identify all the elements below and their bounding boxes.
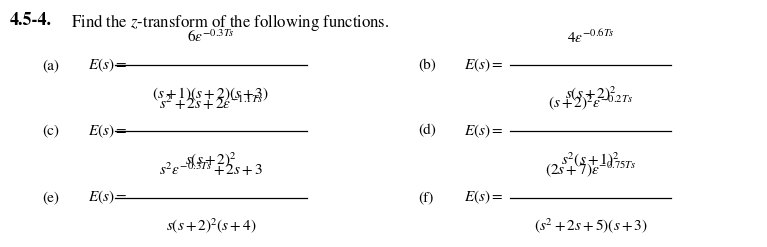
Text: (b): (b) xyxy=(418,59,436,72)
Text: $E(s) =$: $E(s) =$ xyxy=(464,57,503,74)
Text: (d): (d) xyxy=(418,124,436,138)
Text: $s^2(s + 1)^2$: $s^2(s + 1)^2$ xyxy=(561,150,620,169)
Text: Find the $z$-transform of the following functions.: Find the $z$-transform of the following … xyxy=(63,12,390,33)
Text: $4\varepsilon^{-0.6Ts}$: $4\varepsilon^{-0.6Ts}$ xyxy=(567,28,614,46)
Text: $s(s + 2)^2$: $s(s + 2)^2$ xyxy=(565,84,617,103)
Text: $E(s) =$: $E(s) =$ xyxy=(88,57,127,74)
Text: $6\varepsilon^{-0.3Ts}$: $6\varepsilon^{-0.3Ts}$ xyxy=(187,29,235,45)
Text: (f): (f) xyxy=(418,191,433,204)
Text: $s(s + 2)^2(s + 4)$: $s(s + 2)^2(s + 4)$ xyxy=(166,217,256,235)
Text: (c): (c) xyxy=(42,124,59,138)
Text: (e): (e) xyxy=(42,191,59,204)
Text: $s^2 + 2s + 2\varepsilon^{-1.1Ts}$: $s^2 + 2s + 2\varepsilon^{-1.1Ts}$ xyxy=(159,93,263,112)
Text: $(s + 1)(s + 2)(s + 3)$: $(s + 1)(s + 2)(s + 3)$ xyxy=(153,85,269,103)
Text: $(2s + 7)\varepsilon^{-0.75Ts}$: $(2s + 7)\varepsilon^{-0.75Ts}$ xyxy=(545,159,637,179)
Text: $E(s) =$: $E(s) =$ xyxy=(464,189,503,206)
Text: 4.5-4.: 4.5-4. xyxy=(9,12,51,29)
Text: $s^2\varepsilon^{-0.3Ts} + 2s + 3$: $s^2\varepsilon^{-0.3Ts} + 2s + 3$ xyxy=(159,160,263,178)
Text: $(s + 2)^2\varepsilon^{-0.2Ts}$: $(s + 2)^2\varepsilon^{-0.2Ts}$ xyxy=(548,93,633,112)
Text: $E(s) =$: $E(s) =$ xyxy=(88,189,127,206)
Text: $E(s) =$: $E(s) =$ xyxy=(88,122,127,140)
Text: $(s^2 + 2s + 5)(s + 3)$: $(s^2 + 2s + 5)(s + 3)$ xyxy=(534,217,647,235)
Text: (a): (a) xyxy=(42,59,59,72)
Text: $E(s) =$: $E(s) =$ xyxy=(464,122,503,140)
Text: $s(s + 2)^2$: $s(s + 2)^2$ xyxy=(185,150,237,169)
